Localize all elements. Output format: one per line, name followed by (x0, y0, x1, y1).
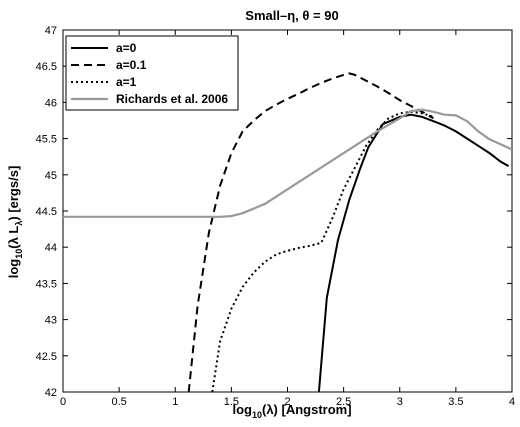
y-axis: 42 42.5 43 43.5 44 44.5 45 45.5 46 46.5 47 (36, 25, 512, 399)
y-axis-label-subscript-1: 10 (14, 249, 24, 259)
legend-label-2: a=0.1 (116, 58, 147, 72)
x-axis-label-subscript: 10 (252, 410, 262, 420)
series-line-2 (187, 72, 434, 392)
legend-label-3: a=1 (116, 75, 137, 89)
x-axis-label-prefix: log (232, 402, 252, 417)
x-tick-label: 1.5 (224, 396, 239, 408)
y-tick-label: 42 (45, 387, 57, 399)
y-tick-label: 42.5 (36, 351, 57, 363)
y-tick-label: 47 (45, 25, 57, 37)
x-tick-label: 3.5 (448, 396, 463, 408)
y-tick-label: 45 (45, 170, 57, 182)
x-axis-label: log10(λ) [Angstrom] (232, 402, 351, 420)
y-axis-label-prefix: log (6, 259, 21, 279)
y-axis-label-suffix: ) [ergs/s] (6, 166, 21, 221)
y-tick-label: 46 (45, 97, 57, 109)
series-line-4 (63, 108, 512, 218)
chart-title: Small–η, θ = 90 (245, 8, 338, 23)
series-line-1 (317, 113, 510, 392)
x-tick-label: 0.5 (111, 396, 126, 408)
y-tick-label: 44 (45, 242, 57, 254)
y-tick-label: 43 (45, 315, 57, 327)
x-tick-label: 1 (172, 396, 178, 408)
x-tick-label: 4 (509, 396, 515, 408)
y-tick-label: 44.5 (36, 206, 57, 218)
series-line-3 (211, 110, 434, 392)
y-axis-label: log10(λ Lλ) [ergs/s] (6, 166, 24, 279)
legend-label-1: a=0 (116, 41, 137, 55)
y-tick-label: 45.5 (36, 134, 57, 146)
x-tick-label: 2.5 (336, 396, 351, 408)
y-axis-label-subscript-2: λ (14, 221, 24, 226)
legend: a=0 a=0.1 a=1 Richards et al. 2006 (65, 35, 239, 111)
x-axis: 0 0.5 1 1.5 2 2.5 3 3.5 4 (60, 30, 515, 408)
x-tick-label: 3 (397, 396, 403, 408)
y-axis-label-middle: (λ L (6, 226, 21, 249)
x-tick-label: 2 (284, 396, 290, 408)
x-tick-label: 0 (60, 396, 66, 408)
y-tick-label: 46.5 (36, 61, 57, 73)
y-tick-label: 43.5 (36, 278, 57, 290)
x-axis-label-suffix: (λ) [Angstrom] (262, 402, 352, 417)
legend-label-4: Richards et al. 2006 (116, 92, 228, 106)
series-group (63, 72, 512, 392)
